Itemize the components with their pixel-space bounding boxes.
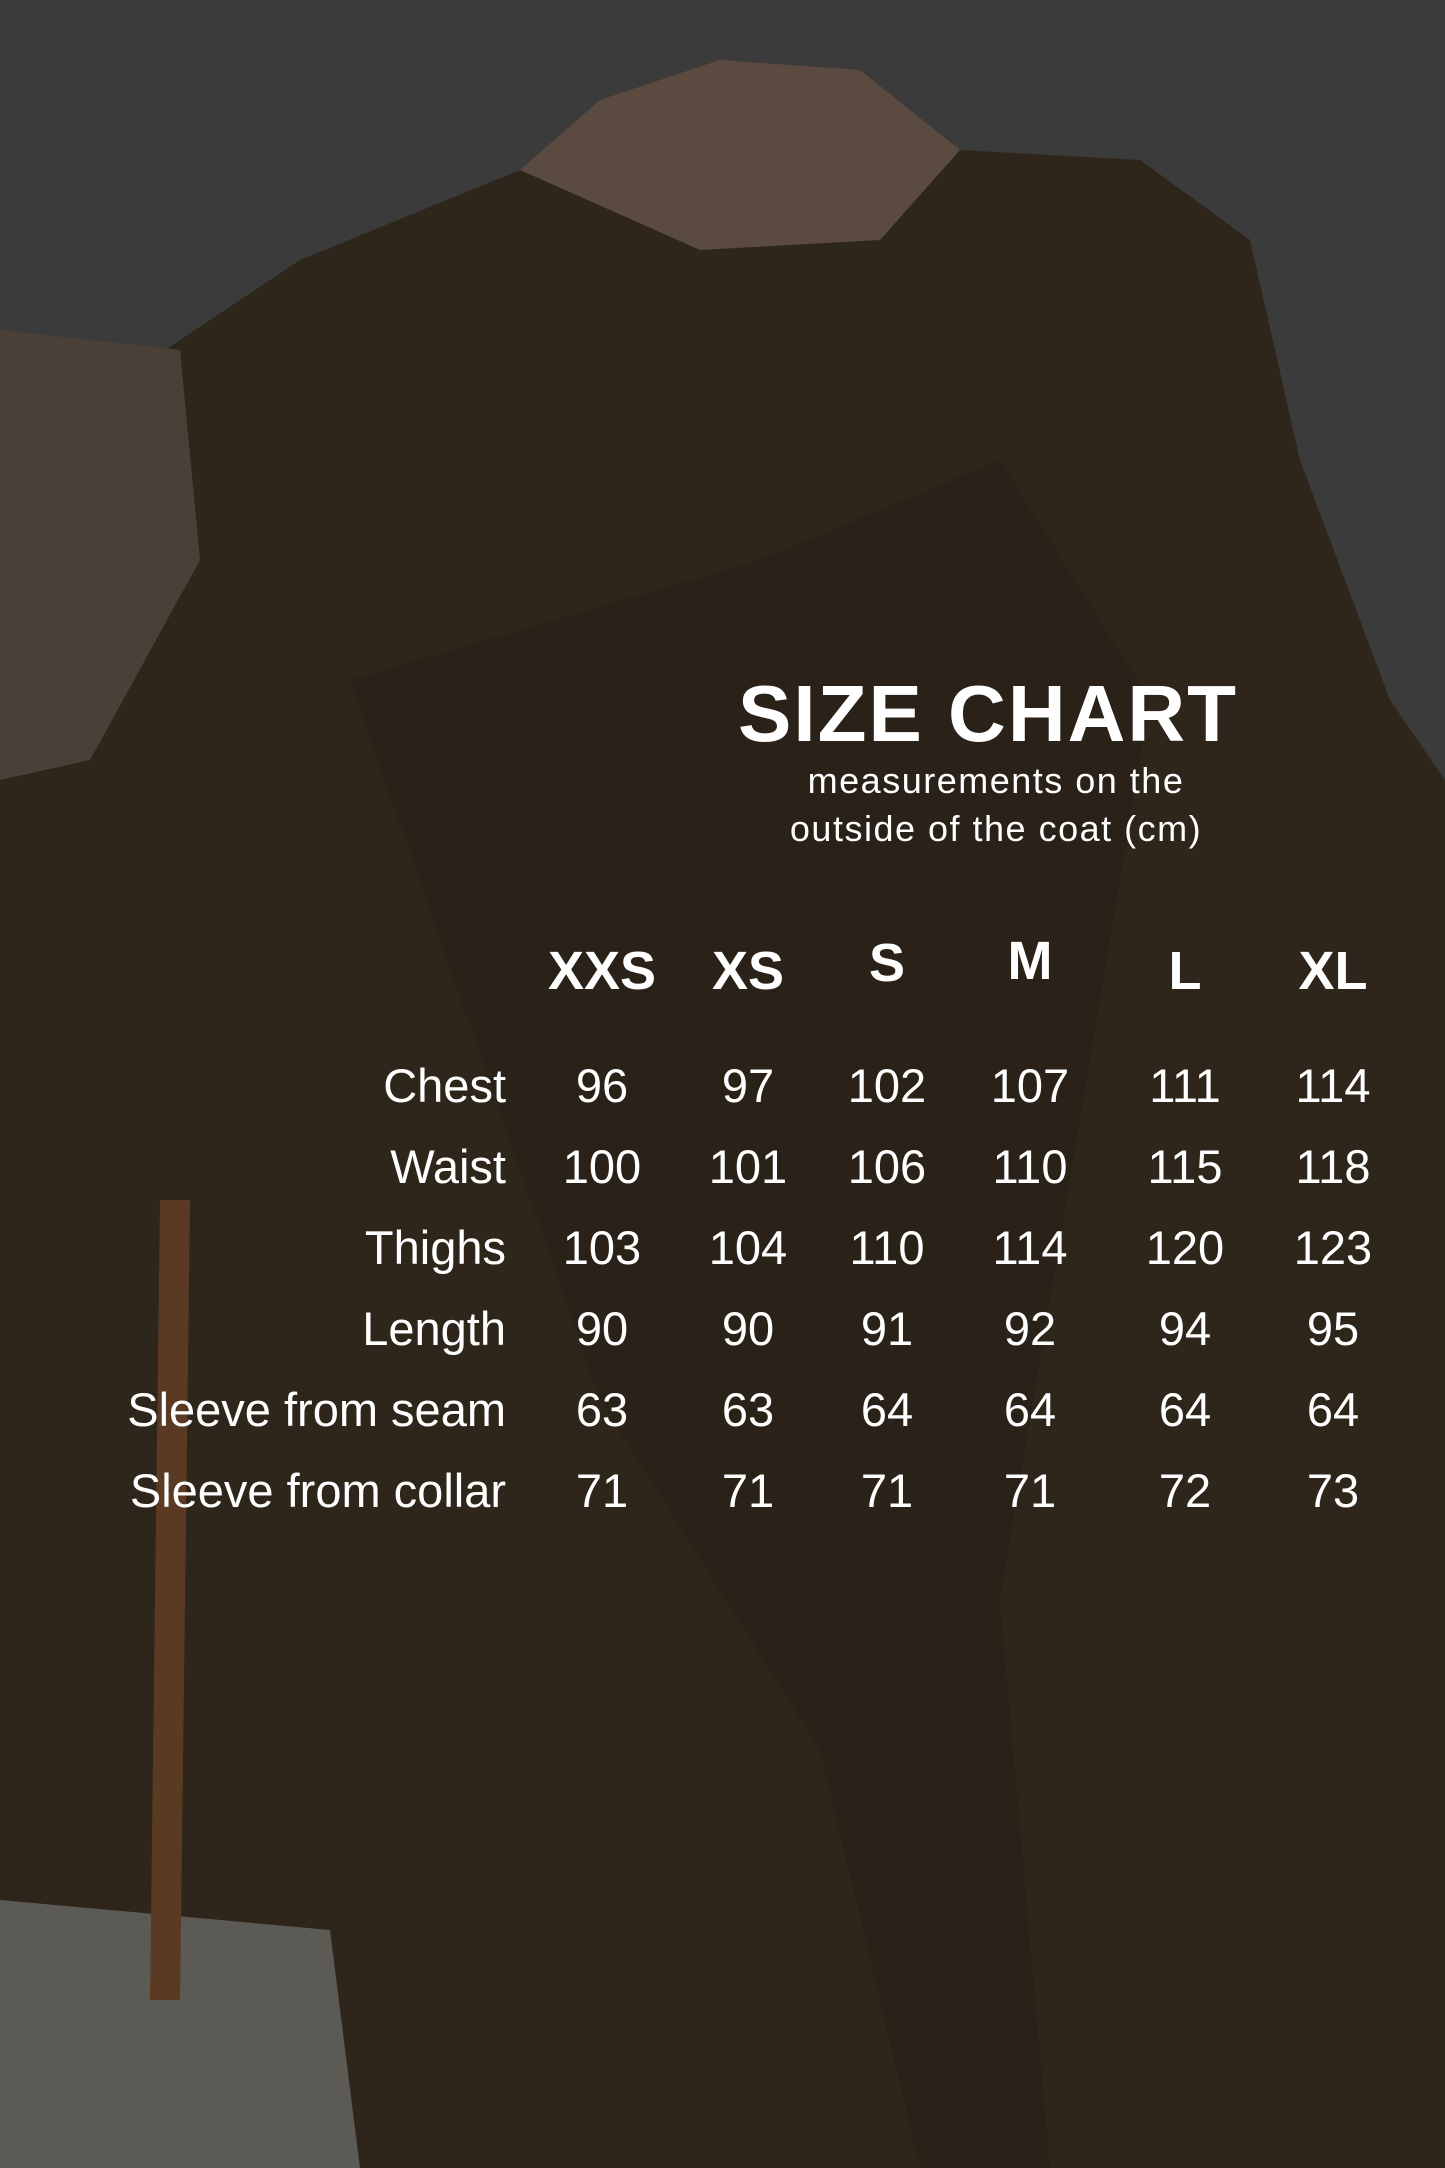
row-label: Sleeve from seam (127, 1383, 506, 1436)
table-cell: 110 (992, 1140, 1068, 1193)
table-cell: 71 (860, 1464, 914, 1517)
table-cell: 120 (1145, 1221, 1225, 1274)
table-cell: 92 (1003, 1302, 1057, 1355)
table-cell: 72 (1158, 1464, 1212, 1517)
table-cell: 63 (575, 1383, 629, 1436)
table-cell: 110 (849, 1221, 925, 1274)
table-cell: 111 (1149, 1059, 1221, 1112)
table-cell: 90 (575, 1302, 629, 1355)
row-label: Sleeve from collar (129, 1464, 506, 1517)
row-label: Thighs (364, 1221, 506, 1274)
subtitle-line-2: outside of the coat (cm) (789, 808, 1203, 849)
row-label: Chest (383, 1059, 506, 1112)
column-header-xl: XL (1298, 941, 1368, 1001)
column-header-l: L (1168, 941, 1202, 1001)
column-header-s: S (868, 933, 906, 993)
table-cell: 123 (1293, 1221, 1373, 1274)
size-chart-title: SIZE CHART (738, 669, 1238, 758)
table-cell: 63 (721, 1383, 775, 1436)
table-cell: 64 (860, 1383, 914, 1436)
table-cell: 118 (1295, 1140, 1371, 1193)
table-cell: 64 (1003, 1383, 1057, 1436)
table-cell: 91 (860, 1302, 914, 1355)
table-cell: 103 (562, 1221, 642, 1274)
table-cell: 95 (1306, 1302, 1360, 1355)
row-label: Length (362, 1302, 506, 1355)
table-cell: 100 (562, 1140, 642, 1193)
table-cell: 96 (575, 1059, 629, 1112)
table-cell: 104 (708, 1221, 788, 1274)
table-cell: 107 (990, 1059, 1070, 1112)
table-cell: 114 (992, 1221, 1068, 1274)
table-cell: 64 (1306, 1383, 1360, 1436)
subtitle-line-1: measurements on the (807, 760, 1185, 801)
column-header-xxs: XXS (547, 941, 657, 1001)
table-cell: 71 (575, 1464, 629, 1517)
column-header-xs: XS (711, 941, 785, 1001)
table-cell: 101 (708, 1140, 788, 1193)
table-cell: 115 (1147, 1140, 1223, 1193)
table-cell: 97 (721, 1059, 775, 1112)
table-cell: 90 (721, 1302, 775, 1355)
table-cell: 71 (1003, 1464, 1057, 1517)
table-cell: 73 (1306, 1464, 1360, 1517)
table-cell: 64 (1158, 1383, 1212, 1436)
table-cell: 106 (847, 1140, 927, 1193)
row-label: Waist (390, 1140, 506, 1193)
table-cell: 114 (1295, 1059, 1371, 1112)
column-header-m: M (1007, 931, 1053, 991)
table-cell: 71 (721, 1464, 775, 1517)
table-cell: 94 (1158, 1302, 1212, 1355)
table-cell: 102 (847, 1059, 927, 1112)
